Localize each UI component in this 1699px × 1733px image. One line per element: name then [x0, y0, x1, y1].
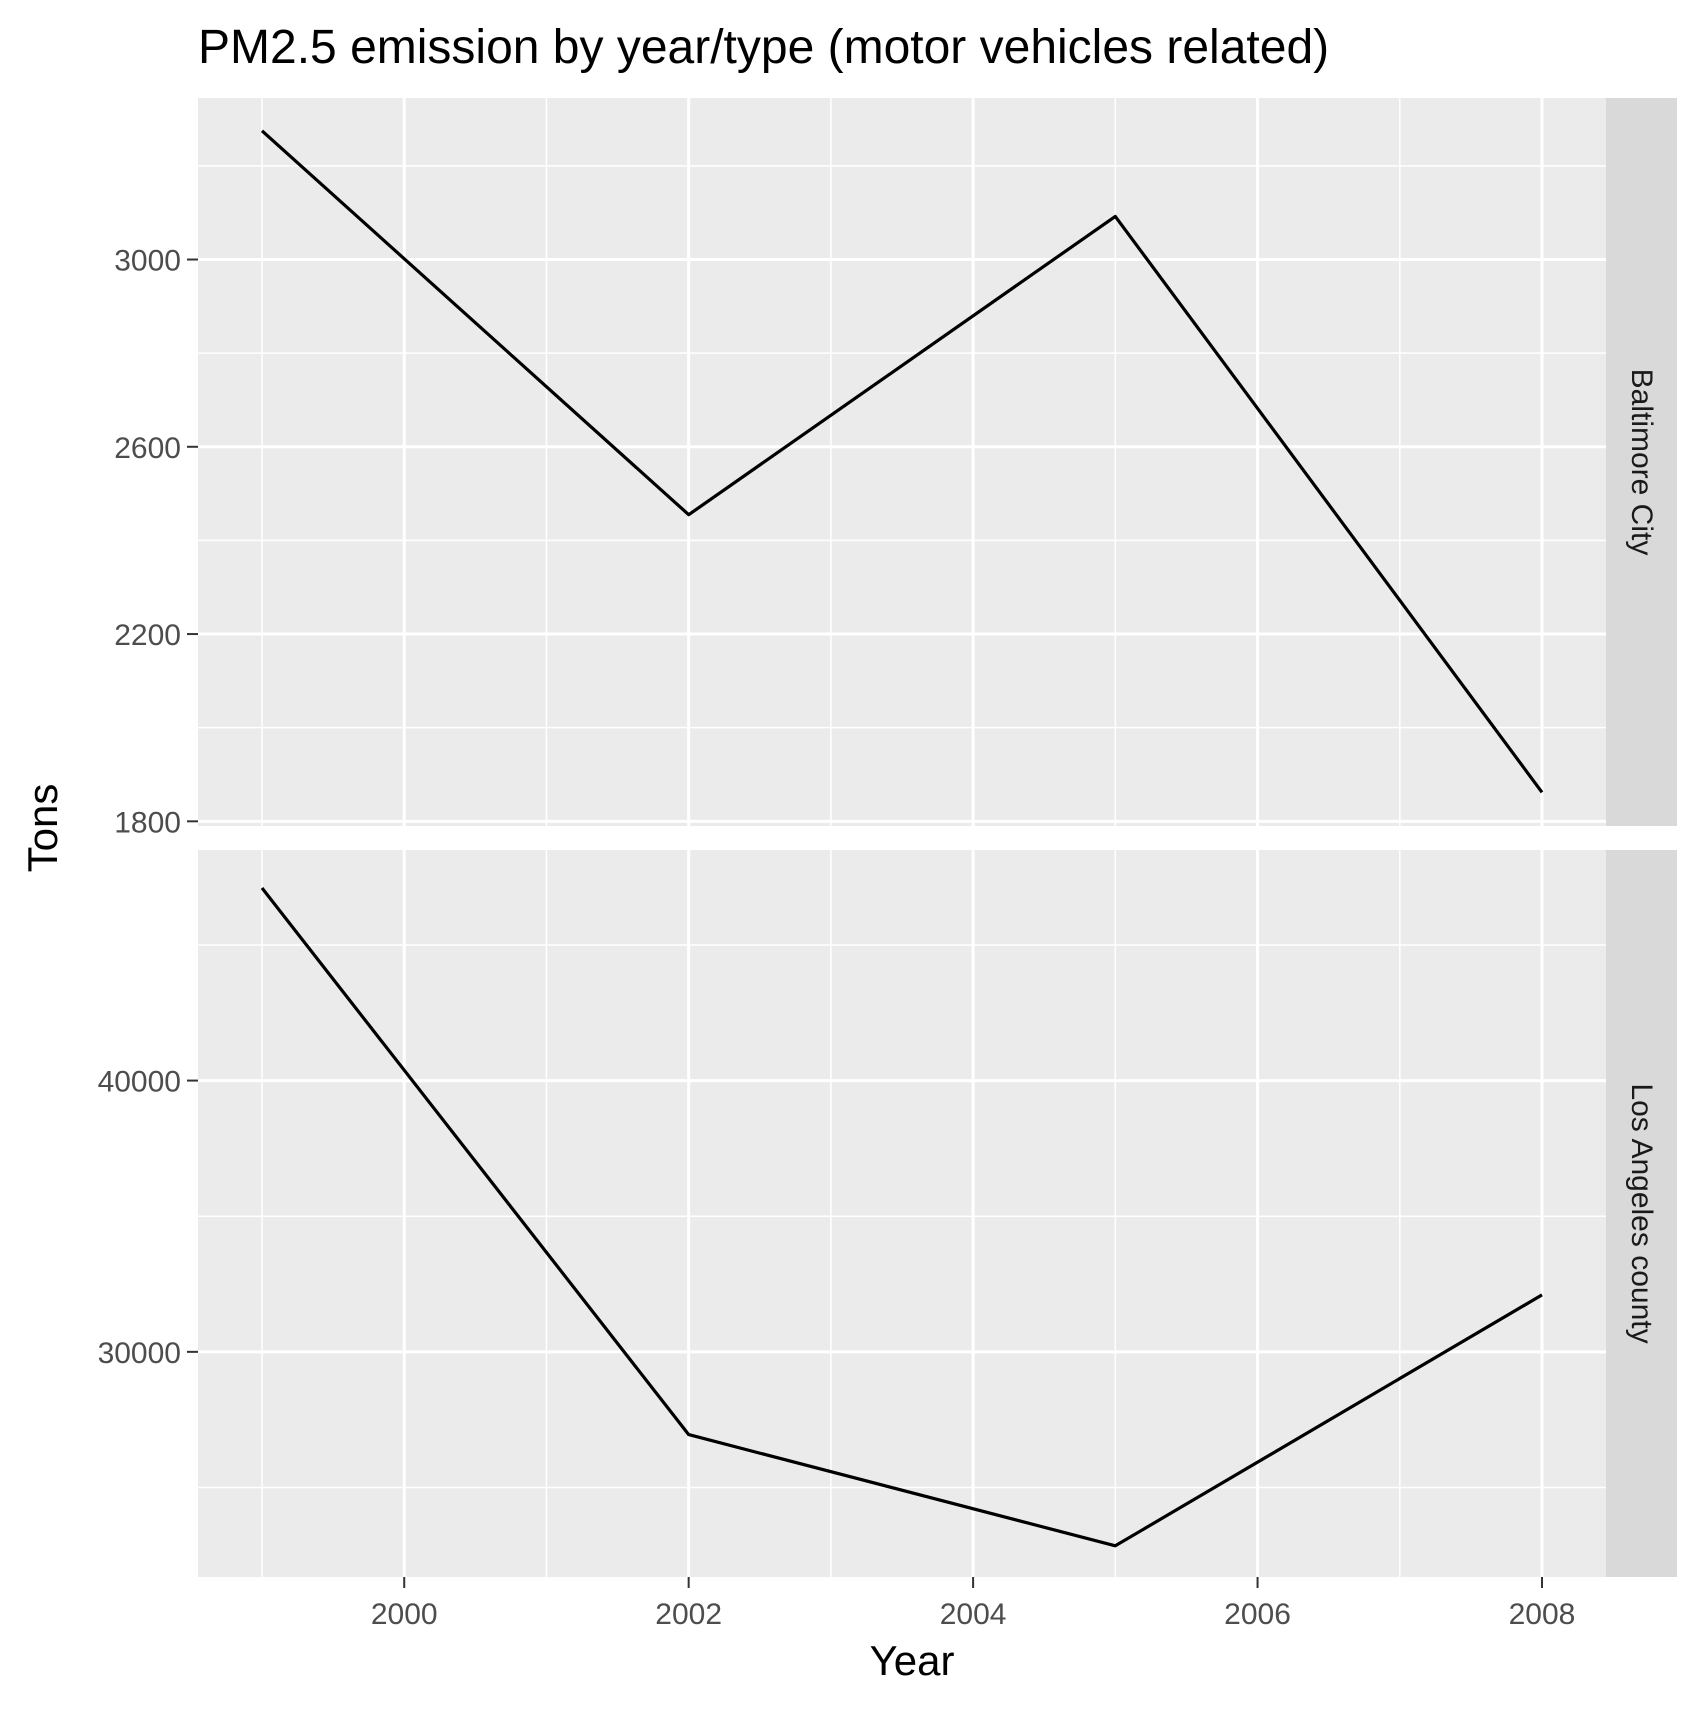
x-tick-label: 2000	[371, 1598, 438, 1631]
facets-layer: 1800 2200 2600 3000 Baltimore City 30000 40000…	[98, 98, 1677, 1577]
y-tick-label: 30000	[98, 1337, 181, 1370]
facet-strip	[1606, 98, 1677, 826]
panel-background	[198, 850, 1606, 1577]
panel-background	[198, 98, 1606, 826]
x-tick-label: 2008	[1509, 1598, 1576, 1631]
y-tick-label: 2200	[114, 619, 181, 652]
x-tick-label: 2006	[1224, 1598, 1291, 1631]
facet-panel-0: 1800 2200 2600 3000 Baltimore City	[114, 98, 1677, 839]
facet-strip-label: Baltimore City	[1625, 369, 1658, 556]
series-line	[260, 887, 1543, 1548]
y-tick-label: 40000	[98, 1066, 181, 1099]
series-line	[260, 129, 1544, 794]
y-axis-label: Tons	[19, 784, 66, 873]
y-tick-label: 1800	[114, 806, 181, 839]
x-axis: 2000 2002 2004 2006 2008	[371, 1577, 1576, 1631]
facet-panel-1: 30000 40000 Los Angeles county	[98, 850, 1677, 1577]
y-tick-label: 3000	[114, 245, 181, 278]
x-axis-label: Year	[870, 1637, 955, 1684]
facet-strip-label: Los Angeles county	[1625, 1083, 1658, 1343]
x-tick-label: 2004	[940, 1598, 1007, 1631]
chart-title: PM2.5 emission by year/type (motor vehic…	[198, 21, 1329, 74]
x-tick-label: 2002	[655, 1598, 722, 1631]
facet-strip	[1606, 850, 1677, 1577]
y-tick-label: 2600	[114, 432, 181, 465]
